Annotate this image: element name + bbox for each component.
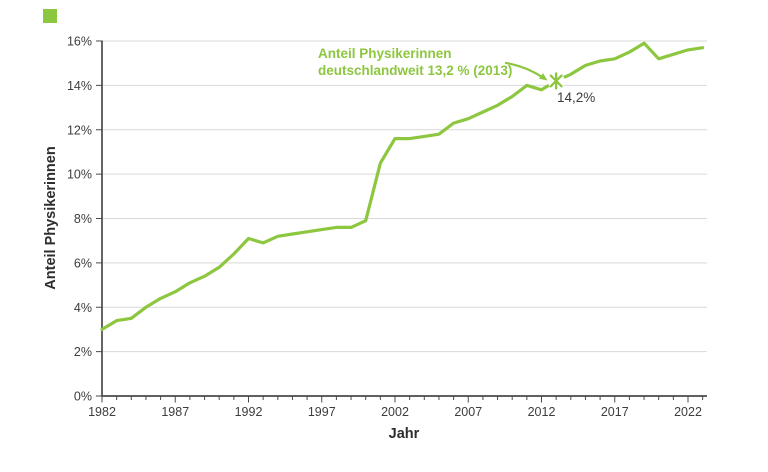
- y-tick-label: 16%: [67, 35, 92, 49]
- arrow-head: [539, 73, 548, 81]
- annotation-line-1: Anteil Physikerinnen: [318, 46, 452, 61]
- x-axis-ticks: [101, 396, 704, 403]
- brand-square-icon: [43, 9, 57, 23]
- annotation-line-2: deutschlandweit 13,2 % (2013): [318, 63, 512, 78]
- y-axis-title: Anteil Physikerinnen: [43, 146, 59, 289]
- gridlines: [102, 40, 707, 353]
- asterisk-marker-icon: [549, 74, 563, 88]
- x-tick-label: 2002: [381, 405, 409, 419]
- x-tick-label: 1987: [161, 405, 189, 419]
- x-tick-label: 2012: [528, 405, 556, 419]
- y-tick-label: 12%: [67, 123, 92, 137]
- x-axis-title: Jahr: [389, 426, 420, 442]
- x-tick-label: 1982: [88, 405, 116, 419]
- x-tick-labels: 1982 1987 1992 1997 2002 2007 2012 2017 2022: [88, 405, 702, 419]
- y-axis-ticks: [96, 40, 102, 397]
- marker-value-label: 14,2%: [557, 90, 595, 105]
- data-series-line: [100, 41, 705, 331]
- x-tick-label: 2007: [454, 405, 482, 419]
- y-tick-labels: 0% 2% 4% 6% 8% 10% 12% 14% 16%: [67, 35, 92, 404]
- y-tick-label: 10%: [67, 168, 92, 182]
- y-tick-label: 2%: [74, 345, 92, 359]
- annotation-arrow-icon: [504, 61, 548, 81]
- y-tick-label: 0%: [74, 390, 92, 404]
- y-tick-label: 8%: [74, 212, 92, 226]
- x-tick-label: 2017: [601, 405, 629, 419]
- y-tick-label: 4%: [74, 301, 92, 315]
- x-tick-label: 1992: [235, 405, 263, 419]
- y-tick-label: 14%: [67, 79, 92, 93]
- x-tick-label: 1997: [308, 405, 336, 419]
- x-tick-label: 2022: [674, 405, 702, 419]
- y-tick-label: 6%: [74, 256, 92, 270]
- series-polyline: [100, 41, 705, 331]
- highlight-marker: [547, 72, 565, 90]
